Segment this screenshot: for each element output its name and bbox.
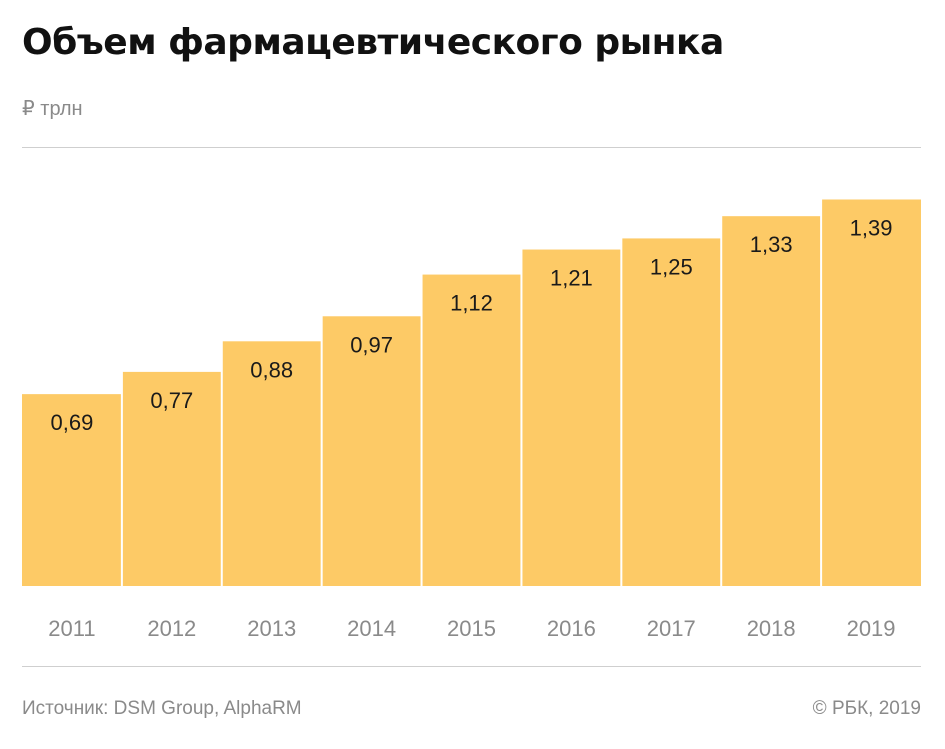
top-divider — [22, 147, 921, 148]
bar-2012 — [122, 371, 221, 586]
bar-2013 — [222, 341, 321, 586]
value-label-2015: 1,12 — [450, 291, 493, 316]
value-label-2017: 1,25 — [650, 254, 693, 279]
x-tick-2016: 2016 — [547, 616, 596, 641]
x-tick-2015: 2015 — [447, 616, 496, 641]
bar-2011 — [22, 394, 121, 586]
bar-2018 — [722, 216, 821, 586]
x-tick-2012: 2012 — [147, 616, 196, 641]
x-tick-2014: 2014 — [347, 616, 396, 641]
chart-title: Объем фармацевтического рынка — [22, 22, 724, 63]
value-label-2013: 0,88 — [250, 357, 293, 382]
unit-label: ₽ трлн — [22, 98, 83, 120]
bar-2014 — [322, 316, 421, 586]
bottom-divider — [22, 666, 921, 667]
value-label-2014: 0,97 — [350, 332, 393, 357]
bar-2015 — [422, 274, 521, 586]
bar-2017 — [622, 238, 721, 586]
bar-2019 — [822, 199, 921, 586]
x-tick-2019: 2019 — [847, 616, 896, 641]
value-label-2012: 0,77 — [150, 388, 193, 413]
x-tick-2013: 2013 — [247, 616, 296, 641]
value-label-2018: 1,33 — [750, 232, 793, 257]
x-tick-2011: 2011 — [48, 616, 95, 641]
value-label-2011: 0,69 — [51, 410, 94, 435]
value-label-2016: 1,21 — [550, 266, 593, 291]
copyright-note: © РБК, 2019 — [812, 698, 921, 719]
value-label-2019: 1,39 — [850, 215, 893, 240]
x-tick-2018: 2018 — [747, 616, 796, 641]
source-note: Источник: DSM Group, AlphaRM — [22, 698, 302, 719]
x-tick-2017: 2017 — [647, 616, 696, 641]
bar-2016 — [522, 249, 621, 586]
